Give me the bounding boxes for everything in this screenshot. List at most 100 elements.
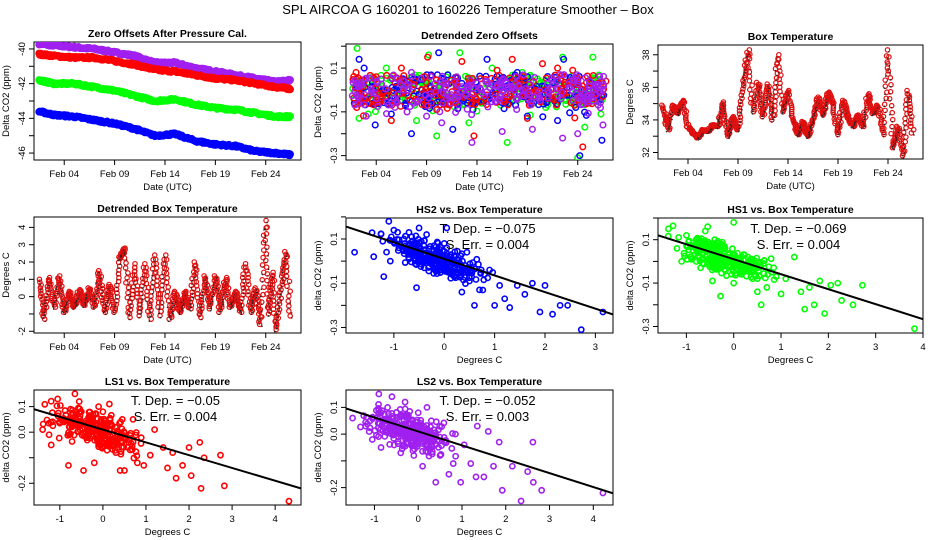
data-point-core [201, 297, 203, 300]
data-point [399, 86, 407, 94]
data-point-core [95, 297, 98, 300]
data-point-core [222, 298, 224, 301]
data-point-core [241, 306, 243, 309]
data-point [564, 80, 573, 88]
data-point [462, 91, 470, 100]
data-point [121, 255, 128, 261]
data-point [599, 86, 607, 94]
x-tick-label: Feb 14 [773, 168, 803, 179]
data-point [589, 97, 597, 105]
data-point [409, 83, 417, 91]
data-point-core [730, 126, 733, 128]
data-point [373, 79, 381, 87]
data-point [215, 283, 221, 290]
data-point [902, 115, 908, 122]
panel-title: Zero Offsets After Pressure Cal. [88, 28, 247, 40]
data-point [360, 64, 368, 72]
data-point [908, 130, 915, 136]
data-point-core [212, 293, 215, 296]
data-point-core [72, 308, 75, 310]
data-point [445, 93, 453, 101]
data-point-core [727, 130, 730, 133]
data-point [198, 296, 204, 303]
data-point-core [765, 96, 768, 99]
x-tick-label: Feb 04 [673, 168, 703, 179]
data-point-core [56, 290, 59, 293]
data-point [499, 75, 507, 83]
data-point [424, 53, 432, 61]
data-point-core [260, 288, 263, 291]
data-point [574, 130, 582, 138]
x-tick-label: Feb 24 [873, 168, 903, 179]
data-point [214, 278, 220, 284]
data-point [454, 91, 462, 99]
data-point-core [142, 276, 144, 278]
data-point-core [781, 112, 784, 115]
data-point [527, 101, 535, 109]
data-point-core [883, 133, 885, 136]
data-point [484, 103, 492, 111]
data-point-core [104, 307, 107, 310]
data-point-core [200, 318, 203, 321]
data-point-core [242, 292, 245, 295]
data-point-core [893, 148, 895, 151]
data-point-core [222, 286, 224, 288]
data-point [739, 95, 745, 102]
data-point [383, 98, 391, 106]
data-point-core [201, 294, 204, 297]
data-point-core [132, 287, 135, 290]
data-point-core [161, 277, 164, 280]
data-point-core [753, 106, 756, 109]
data-point-core [242, 278, 245, 281]
data-point-core [261, 281, 264, 283]
data-point-core [114, 309, 117, 312]
data-point-core [222, 296, 224, 298]
data-point [513, 105, 521, 114]
data-point [57, 286, 64, 292]
data-point-core [781, 111, 784, 114]
data-point-core [130, 299, 133, 302]
data-point-core [85, 297, 88, 300]
data-point-core [806, 137, 808, 139]
data-point [244, 267, 250, 274]
data-point-core [744, 69, 746, 71]
data-point-core [763, 110, 766, 113]
data-point-core [45, 296, 48, 299]
data-point [408, 73, 416, 81]
data-point-core [102, 311, 105, 314]
data-point-core [84, 299, 87, 301]
data-point-core [266, 275, 269, 277]
data-point-core [882, 129, 885, 132]
data-point [394, 90, 402, 98]
data-point [391, 103, 399, 111]
data-point-core [84, 302, 87, 305]
y-tick-label: 2 [17, 259, 28, 264]
data-point-core [129, 310, 131, 313]
data-point-core [242, 296, 245, 298]
data-point-core [42, 317, 44, 319]
data-point-core [264, 228, 266, 230]
data-point-core [242, 285, 245, 288]
data-point-core [116, 278, 118, 281]
data-point-core [260, 303, 263, 305]
data-point [456, 49, 464, 57]
data-point-core [894, 142, 897, 145]
data-point-core [668, 116, 671, 119]
data-point [399, 77, 407, 85]
data-point-core [46, 293, 49, 296]
data-point-core [719, 125, 721, 128]
data-point-core [166, 306, 169, 309]
data-point-core [764, 99, 767, 101]
x-tick-label: Feb 24 [251, 342, 281, 353]
data-point [42, 301, 49, 308]
data-point [581, 123, 589, 131]
data-point [387, 110, 395, 118]
data-point [39, 302, 46, 308]
data-point-core [774, 69, 777, 72]
data-point [97, 276, 103, 283]
data-point-core [718, 117, 721, 119]
data-point [594, 80, 602, 88]
data-point-core [812, 121, 814, 123]
x-tick-label: Feb 14 [150, 342, 180, 353]
panel-zero-offsets: Zero Offsets After Pressure Cal.Date (UT… [1, 28, 302, 193]
